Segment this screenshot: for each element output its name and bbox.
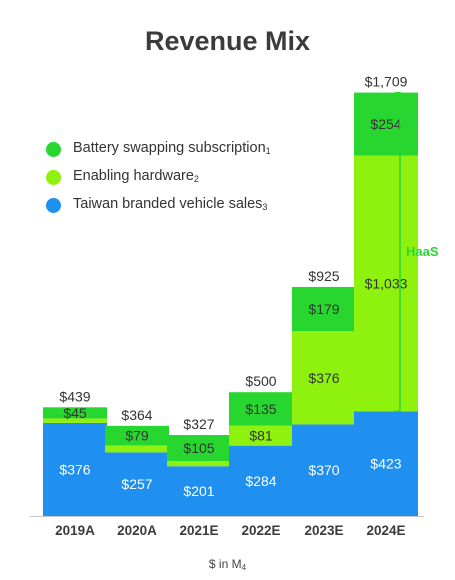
unit-note-footnote: 4 [241,563,247,572]
bar-enabling-hardware-2023E [292,331,356,425]
bar-battery-swapping-2023E [292,286,356,332]
bar-vehicle-sales-2020A [105,452,169,516]
total-label-2022E: $500 [245,373,276,389]
bar-battery-swapping-2020A [105,425,169,446]
bar-vehicle-sales-2023E [292,424,356,516]
bar-vehicle-sales-2024E [354,411,418,516]
data-label-enabling-hardware-2024E: $1,033 [365,275,408,291]
data-label-battery-swapping-2020A: $79 [125,428,149,444]
data-label-battery-swapping-2023E: $179 [308,301,339,317]
legend-swatch-battery-swapping [46,142,61,157]
total-label-2024E: $1,709 [365,74,408,90]
bar-enabling-hardware-2020A [105,445,169,453]
legend-footnote-1: 1 [265,146,271,156]
x-tick-2019A: 2019A [55,523,95,538]
data-label-vehicle-sales-2024E: $423 [370,456,401,472]
haas-label: HaaS [406,244,439,259]
data-label-vehicle-sales-2019A: $376 [59,461,90,477]
legend-swatch-enabling-hardware [46,170,61,185]
bar-battery-swapping-2024E [354,92,418,156]
legend-label-vehicle-sales: Taiwan branded vehicle sales [73,196,263,212]
unit-note-text: $ in M [208,557,242,571]
data-label-battery-swapping-2019A: $45 [63,405,87,421]
chart-title: Revenue Mix [144,26,311,56]
bar-battery-swapping-2022E [229,392,293,426]
bar-battery-swapping-2021E [167,435,231,462]
data-label-vehicle-sales-2020A: $257 [121,476,152,492]
legend-footnote-2: 2 [193,174,199,184]
total-label-2023E: $925 [308,268,339,284]
data-label-vehicle-sales-2021E: $201 [183,483,214,499]
unit-note: $ in M4 [0,557,455,572]
bar-vehicle-sales-2022E [229,445,293,516]
legend-footnote-3: 3 [262,202,268,212]
bar-battery-swapping-2019A [43,407,107,419]
total-label-2019A: $439 [59,388,90,404]
bar-enabling-hardware-2019A [43,418,107,423]
legend-label-battery-swapping: Battery swapping subscription [73,140,266,156]
x-tick-2022E: 2022E [241,523,280,538]
data-label-battery-swapping-2024E: $254 [370,116,401,132]
legend-swatch-vehicle-sales [46,198,61,213]
x-tick-2020A: 2020A [117,523,157,538]
bar-vehicle-sales-2019A [43,422,107,516]
data-label-vehicle-sales-2023E: $370 [308,462,339,478]
bar-enabling-hardware-2024E [354,155,418,412]
total-label-2020A: $364 [121,407,152,423]
data-label-battery-swapping-2022E: $135 [245,401,276,417]
x-tick-2024E: 2024E [366,523,405,538]
data-label-vehicle-sales-2022E: $284 [245,473,276,489]
x-tick-2021E: 2021E [179,523,218,538]
data-label-battery-swapping-2021E: $105 [183,440,214,456]
data-label-enabling-hardware-2023E: $376 [308,370,339,386]
bar-enabling-hardware-2022E [229,425,293,446]
haas-bracket [395,91,401,413]
bar-enabling-hardware-2021E [167,461,231,467]
bar-vehicle-sales-2021E [167,466,231,516]
legend-label-enabling-hardware: Enabling hardware [73,168,194,184]
total-label-2021E: $327 [183,416,214,432]
x-tick-2023E: 2023E [304,523,343,538]
data-label-enabling-hardware-2022E: $81 [249,428,273,444]
